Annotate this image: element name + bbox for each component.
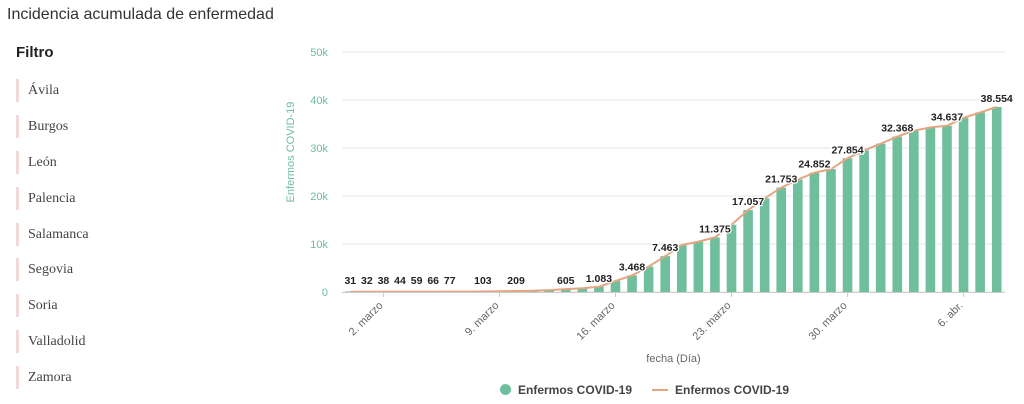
data-label: 103 [474,275,492,287]
x-tick-label: 30. marzo [807,300,850,343]
bar [710,237,720,292]
y-tick-label: 30k [310,143,328,155]
bar [942,125,952,292]
legend-line-marker [652,389,668,391]
x-tick-label: 9. marzo [463,300,502,339]
data-label: 32.368 [881,123,913,135]
y-tick-label: 20k [310,191,328,203]
legend-bars-label: Enfermos COVID-19 [518,383,633,397]
data-label: 38.554 [981,93,1013,105]
bar [776,187,787,292]
bar [793,179,803,292]
bar [743,210,753,292]
y-tick-label: 0 [322,287,328,299]
filter-item-burgos[interactable]: Burgos [16,114,118,138]
data-label: 24.852 [798,159,830,171]
legend-item-line[interactable]: Enfermos COVID-19 [652,383,789,397]
bar [809,172,820,292]
data-label: 27.854 [831,144,863,156]
bar [676,244,687,292]
bar [660,256,671,292]
y-axis-title: Enfermos COVID-19 [285,102,297,203]
bar [643,266,654,292]
filter-item-avila[interactable]: Ávila [16,79,118,102]
bar [909,130,919,292]
bar [991,106,1002,293]
filter-item-segovia[interactable]: Segovia [16,258,118,282]
x-axis-title: fecha (Día) [646,353,700,365]
filter-list: Ávila Burgos León Palencia Salamanca Seg… [16,79,118,402]
filter-item-valladolid[interactable]: Valladolid [16,330,118,354]
y-tick-label: 40k [310,95,328,107]
filter-item-salamanca[interactable]: Salamanca [16,222,118,246]
filter-item-soria[interactable]: Soria [16,294,118,318]
y-tick-label: 10k [310,239,328,251]
data-label: 605 [557,275,575,287]
bar [345,291,356,292]
bar [726,224,737,292]
data-label: 44 [394,275,406,287]
data-label: 11.375 [699,223,731,235]
bar [610,280,621,292]
legend-bar-marker [500,384,511,395]
bar [594,286,604,292]
bar [975,112,985,292]
bar [759,198,770,292]
data-label: 66 [427,275,439,287]
filter-item-zamora[interactable]: Zamora [16,366,118,390]
data-label: 209 [507,275,525,287]
page-title: Incidencia acumulada de enfermedad [7,6,274,23]
bar [627,275,637,292]
data-label: 31 [344,275,356,287]
x-tick-label: 6. abr. [936,300,966,330]
bar [925,127,936,292]
data-label: 77 [444,275,456,287]
bar [859,150,869,292]
bar [875,143,886,292]
bar [892,136,903,292]
y-tick-label: 50k [310,47,328,59]
data-label: 34.637 [931,112,963,124]
data-label: 3.468 [619,261,645,273]
bar [560,289,571,292]
filter-title: Filtro [16,44,54,61]
bar [693,241,704,292]
data-label: 17.057 [732,196,764,208]
data-label: 59 [411,275,423,287]
legend-line-label: Enfermos COVID-19 [675,383,790,397]
data-label: 21.753 [765,174,797,186]
bar [842,158,853,292]
x-tick-label: 23. marzo [691,300,734,343]
filter-item-palencia[interactable]: Palencia [16,186,118,210]
bar [577,288,588,292]
cases-chart: 0 10k 20k 30k 40k 50k Enfermos COVID-19 31 32 38 4… [285,47,1014,365]
cumulative-line [350,105,998,293]
x-tick-label: 16. marzo [575,300,618,343]
x-tick-label: 2. marzo [347,300,386,339]
data-label: 7.463 [652,242,678,254]
data-label: 32 [361,275,373,287]
data-label: 38 [378,275,390,287]
bar [958,117,969,292]
filter-item-leon[interactable]: León [16,150,118,174]
data-label: 1.083 [586,273,612,285]
legend-item-bars[interactable]: Enfermos COVID-19 [500,383,632,397]
bar [826,169,836,292]
